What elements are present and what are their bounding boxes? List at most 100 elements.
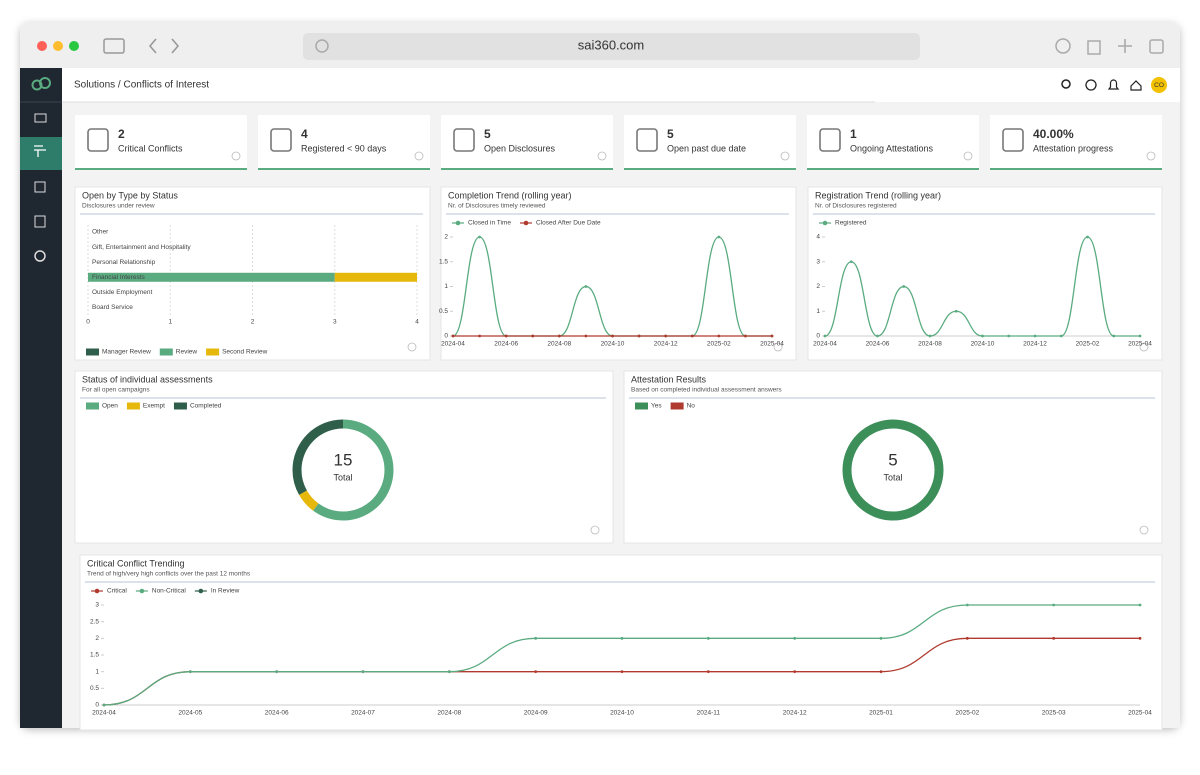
point (793, 670, 797, 674)
donut-segment (292, 419, 394, 521)
y-tick-label: 3 (816, 258, 820, 265)
legend-label: Manager Review (102, 349, 151, 356)
nav-conflicts[interactable] (34, 145, 46, 157)
point (965, 636, 969, 640)
x-tick-label: 2024-12 (654, 341, 678, 348)
info-icon (1139, 525, 1149, 535)
nav-mail[interactable] (34, 113, 47, 123)
reload-icon[interactable] (315, 39, 329, 53)
panel-subtitle: Trend of high/very high conflicts over t… (87, 571, 251, 578)
zoom-button[interactable] (69, 41, 79, 51)
point (531, 334, 535, 338)
y-tick-label: 4 (816, 234, 820, 241)
point (620, 670, 624, 674)
donut-segment (842, 419, 944, 521)
bell-icon[interactable] (1107, 79, 1120, 90)
minimize-button[interactable] (53, 41, 63, 51)
legend-label: Registered (835, 220, 867, 227)
tabs-icon[interactable] (1149, 39, 1164, 54)
y-tick-label: 1 (444, 283, 448, 290)
kpi-card (441, 115, 613, 170)
kpi-icon (819, 128, 841, 152)
kpi-value: 4 (301, 127, 308, 141)
legend-label: Closed After Due Date (536, 220, 601, 227)
kpi-underline (807, 168, 979, 170)
point (557, 334, 561, 338)
panel (440, 186, 797, 361)
x-tick-label: 2025-02 (955, 710, 979, 717)
info-icon (231, 151, 241, 161)
point (823, 334, 827, 338)
kpi-value: 1 (850, 127, 857, 141)
panel (79, 554, 1163, 731)
x-tick-label: 2024-10 (610, 710, 634, 717)
download-icon[interactable] (1055, 38, 1071, 54)
x-tick-label: 2025-04 (760, 341, 784, 348)
point (361, 670, 365, 674)
point (1059, 334, 1063, 338)
info-icon (597, 151, 607, 161)
sidebar (20, 68, 62, 728)
legend-label: In Review (211, 588, 240, 595)
legend-swatch (86, 348, 99, 356)
x-tick-label: 2025-02 (1076, 341, 1100, 348)
panel-subtitle: Nr. of Disclosures registered (815, 203, 897, 210)
close-button[interactable] (37, 41, 47, 51)
kpi-underline (258, 168, 430, 170)
category-label: Other (92, 229, 109, 236)
kpi-card (807, 115, 979, 170)
nav-library[interactable] (34, 181, 46, 193)
search-icon[interactable] (1061, 79, 1071, 89)
x-tick-label: 1 (168, 319, 172, 326)
x-tick-label: 2024-06 (866, 341, 890, 348)
nav-buildings[interactable] (34, 215, 46, 228)
point (770, 334, 774, 338)
point (717, 334, 721, 338)
point (793, 636, 797, 640)
y-tick-label: 0 (95, 702, 99, 709)
kpi-label: Critical Conflicts (118, 143, 183, 153)
nav-arrows[interactable] (148, 38, 180, 54)
address-bar[interactable] (303, 33, 920, 60)
kpi-label: Attestation progress (1033, 143, 1114, 153)
donut-total-label: Total (883, 472, 902, 482)
panel-title: Registration Trend (rolling year) (815, 190, 941, 200)
category-label: Outside Employment (92, 289, 153, 296)
url: sai360.com (578, 37, 644, 52)
sidebar-toggle[interactable] (103, 38, 125, 54)
point (706, 636, 710, 640)
y-tick-label: 0.5 (439, 308, 448, 315)
new-tab-icon[interactable] (1118, 39, 1132, 53)
kpi-value: 5 (667, 127, 674, 141)
y-tick-label: 1.5 (90, 652, 99, 659)
avatar-initials: CO (1154, 82, 1164, 89)
y-tick-label: 2 (95, 635, 99, 642)
help-icon[interactable] (1085, 79, 1097, 91)
kpi-card (258, 115, 430, 170)
legend-label: Yes (651, 403, 662, 410)
panel-title: Critical Conflict Trending (87, 558, 185, 568)
point (188, 670, 192, 674)
kpi-card (75, 115, 247, 170)
kpi-label: Open past due date (667, 143, 746, 153)
legend-label: Open (102, 403, 118, 410)
kpi-underline (75, 168, 247, 170)
x-tick-label: 2025-02 (707, 341, 731, 348)
nav-settings[interactable] (34, 250, 46, 262)
home-icon[interactable] (1130, 80, 1142, 91)
info-icon (963, 151, 973, 161)
panel-subtitle: Nr. of Disclosures timely reviewed (448, 203, 546, 210)
point (637, 334, 641, 338)
avatar[interactable] (1151, 77, 1167, 93)
point (1052, 603, 1056, 607)
x-tick-label: 2024-11 (697, 710, 721, 717)
kpi-icon (270, 128, 292, 152)
share-icon[interactable] (1087, 40, 1101, 55)
point (744, 334, 747, 338)
kpi-icon (1002, 128, 1024, 152)
point (876, 334, 879, 338)
nav-active[interactable] (20, 137, 62, 170)
y-tick-label: 0.5 (90, 685, 99, 692)
category-label: Financial Interests (92, 274, 145, 281)
